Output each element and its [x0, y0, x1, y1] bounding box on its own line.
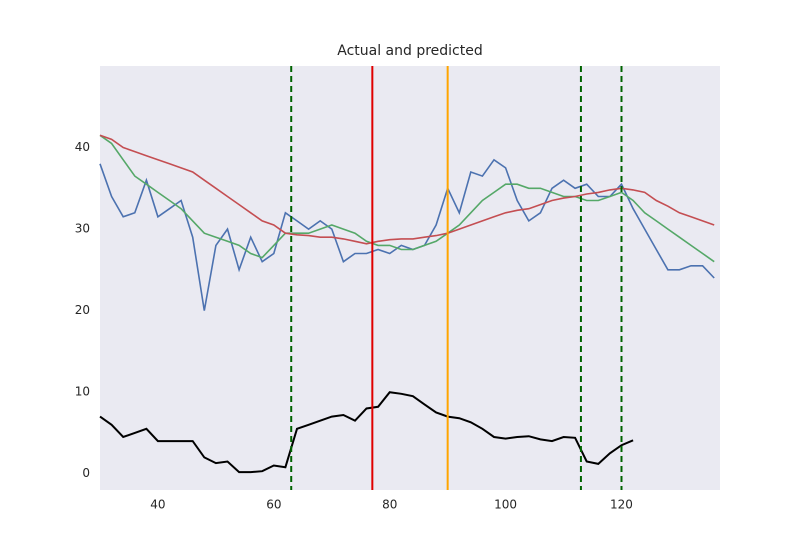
x-tick-label: 120	[610, 498, 633, 512]
series-line	[99, 391, 634, 474]
x-tick-label: 80	[382, 498, 397, 512]
y-tick-label: 40	[75, 140, 90, 154]
y-tick-label: 20	[75, 303, 90, 317]
plot-area	[100, 66, 720, 490]
series-line	[99, 134, 715, 263]
series-line	[99, 158, 715, 311]
x-tick-label: 40	[150, 498, 165, 512]
chart-title: Actual and predicted	[337, 43, 483, 59]
x-tick-label: 60	[266, 498, 281, 512]
y-tick-label: 30	[75, 222, 90, 236]
series-line	[99, 134, 715, 245]
y-tick-label: 0	[82, 466, 90, 480]
y-tick-label: 10	[75, 385, 90, 399]
x-tick-label: 100	[494, 498, 517, 512]
